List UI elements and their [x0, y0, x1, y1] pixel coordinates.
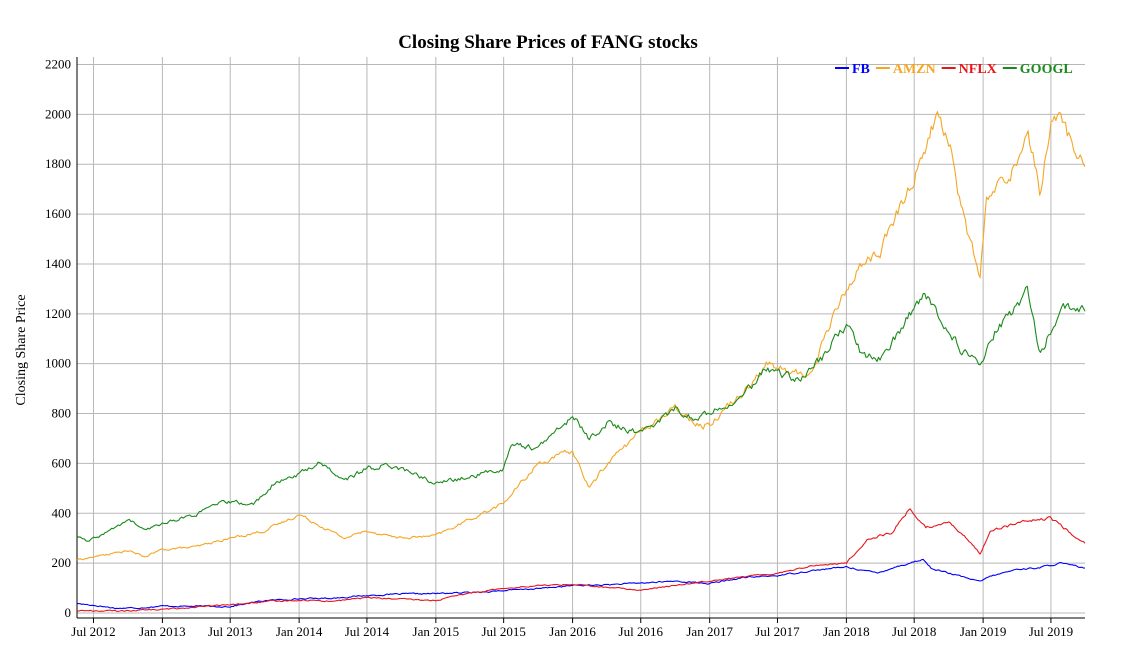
x-tick-label: Jan 2013 — [139, 624, 186, 639]
x-tick-label: Jul 2015 — [481, 624, 525, 639]
y-tick-label: 1800 — [45, 156, 71, 171]
grid — [77, 57, 1085, 618]
x-tick-label: Jan 2016 — [549, 624, 596, 639]
y-tick-label: 1200 — [45, 306, 71, 321]
legend-item-googl: GOOGL — [1002, 62, 1073, 77]
series-line-amzn — [76, 111, 1086, 561]
y-tick-label: 1600 — [45, 206, 71, 221]
legend-item-fb: FB — [835, 62, 870, 77]
chart-title: Closing Share Prices of FANG stocks — [398, 32, 698, 53]
y-tick-label: 1000 — [45, 356, 71, 371]
series-lines — [76, 111, 1086, 613]
series-line-googl — [76, 285, 1086, 542]
y-tick-label: 400 — [52, 505, 72, 520]
y-tick-label: 800 — [52, 406, 72, 421]
legend-label: GOOGL — [1020, 62, 1073, 77]
x-tick-label: Jan 2018 — [823, 624, 870, 639]
legend-label: AMZN — [893, 62, 936, 77]
y-tick-label: 600 — [52, 455, 72, 470]
x-tick-label: Jul 2018 — [892, 624, 936, 639]
x-axis-ticks: Jul 2012 Jan 2013 Jul 2013 Jan 2014 Jul 2014… — [71, 618, 1073, 639]
y-tick-label: 200 — [52, 555, 72, 570]
y-tick-label: 1400 — [45, 256, 71, 271]
legend: FB AMZN NFLX GOOGL — [835, 62, 1073, 77]
series-line-nflx — [76, 508, 1086, 613]
legend-item-amzn: AMZN — [875, 62, 936, 77]
x-tick-label: Jul 2013 — [208, 624, 252, 639]
x-tick-label: Jul 2016 — [619, 624, 664, 639]
x-tick-label: Jan 2014 — [276, 624, 323, 639]
legend-item-nflx: NFLX — [941, 62, 997, 77]
x-tick-label: Jan 2017 — [686, 624, 733, 639]
legend-label: FB — [852, 62, 870, 77]
legend-label: NFLX — [959, 62, 997, 77]
y-tick-label: 2200 — [45, 56, 71, 71]
x-tick-label: Jan 2015 — [413, 624, 460, 639]
x-tick-label: Jul 2012 — [71, 624, 115, 639]
y-axis-label: Closing Share Price — [14, 294, 29, 405]
y-axis-ticks: 0 200 400 600 800 1000 1200 1400 1600 1800 2000 220… — [45, 56, 71, 620]
y-tick-label: 0 — [65, 605, 72, 620]
axes — [76, 57, 1085, 619]
x-tick-label: Jul 2017 — [755, 624, 800, 639]
x-tick-label: Jan 2019 — [960, 624, 1007, 639]
x-tick-label: Jul 2014 — [345, 624, 390, 639]
y-tick-label: 2000 — [45, 106, 71, 121]
x-tick-label: Jul 2019 — [1029, 624, 1073, 639]
